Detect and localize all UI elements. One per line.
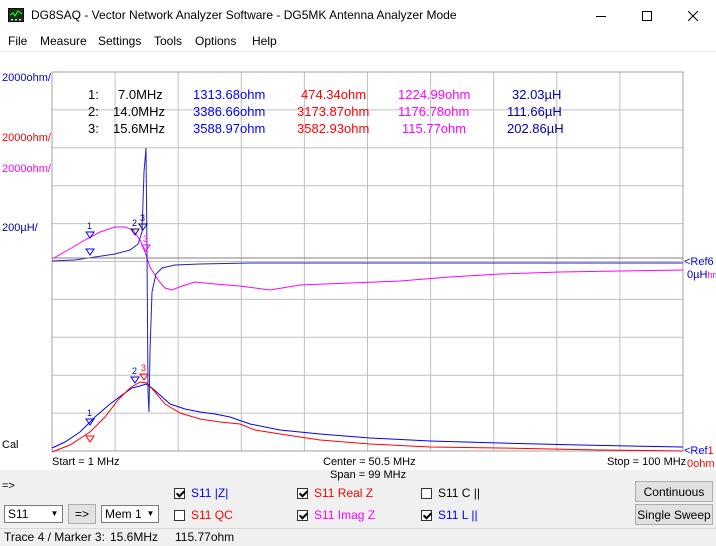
marker-number: 2 [132, 366, 137, 376]
plot-frame [51, 71, 684, 452]
marker-number: 2 [132, 218, 137, 228]
trace-toggle-qc[interactable]: S11 QC [174, 508, 233, 522]
scale-label-inductance: 200µH/ [2, 222, 38, 234]
trace-inductance [51, 147, 683, 413]
marker-3-l: 202.86µH [507, 121, 564, 136]
checkbox-icon [174, 509, 185, 521]
status-trace-marker: Trace 4 / Marker 3: [4, 530, 105, 544]
marker-triangle [141, 244, 151, 252]
marker-2-freq: 14.0MHz [113, 104, 166, 119]
close-icon [688, 10, 698, 21]
window-title: DG8SAQ - Vector Network Analyzer Softwar… [31, 8, 457, 22]
marker-2-imag: 1176.78ohm [398, 104, 470, 119]
marker-number: 3 [140, 213, 145, 223]
single-sweep-button[interactable]: Single Sweep [635, 504, 713, 525]
stop-freq: Stop = 100 MHz [607, 456, 687, 468]
marker-triangle [85, 231, 95, 239]
start-freq: Start = 1 MHz [52, 456, 120, 468]
marker-number: 1 [87, 408, 92, 418]
marker-1-imag: 1224.99ohm [398, 87, 471, 102]
checkbox-icon [297, 509, 308, 521]
menu-measure[interactable]: Measure [40, 34, 87, 48]
trace-toggle-c[interactable]: S11 C || [421, 486, 480, 500]
marker-3-freq: 15.6MHz [113, 121, 166, 136]
trace-real-z [51, 381, 684, 453]
menu-settings[interactable]: Settings [98, 34, 142, 48]
title-bar: DG8SAQ - Vector Network Analyzer Softwar… [0, 0, 716, 31]
checkbox-icon [421, 509, 432, 521]
marker-3-real: 3582.93ohm [297, 121, 370, 136]
marker-1-real: 474.34ohm [301, 87, 367, 102]
marker-triangle [130, 376, 140, 384]
span-freq: Span = 99 MHz [330, 469, 407, 481]
center-freq: Center = 50.5 MHz [323, 456, 416, 468]
ref-label-bottom: <Ref1 [684, 445, 714, 457]
scale-label-real: 2000ohm/ [2, 132, 51, 144]
menu-options[interactable]: Options [195, 34, 237, 48]
marker-2-real: 3173.87ohm [297, 104, 370, 119]
menu-help[interactable]: Help [252, 34, 277, 48]
close-button[interactable] [670, 0, 716, 31]
menu-file[interactable]: File [8, 34, 28, 48]
marker-triangle [139, 373, 149, 381]
chevron-down-icon: ▼ [146, 509, 155, 518]
menu-bar: File Measure Settings Tools Options Help [0, 31, 716, 52]
marker-number: 3 [141, 363, 146, 373]
minimize-button[interactable] [578, 0, 624, 31]
checkbox-icon [421, 487, 432, 499]
marker-1-freq: 7.0MHz [118, 87, 163, 102]
param-select[interactable]: S11 ▼ [4, 505, 63, 523]
status-value: 115.77ohm [175, 530, 235, 544]
chevron-down-icon: ▼ [50, 509, 59, 518]
minimize-icon [596, 15, 606, 17]
trace-toggle-z[interactable]: S11 |Z| [174, 486, 228, 500]
trace-toggle-imag[interactable]: S11 Imag Z [297, 508, 375, 522]
control-panel: => S11 |Z| S11 Real Z S11 C || S11 QC S1… [0, 470, 716, 530]
marker-number: 3 [143, 234, 148, 244]
marker-1-l: 32.03µH [512, 87, 562, 102]
trace-z-magnitude [51, 383, 684, 449]
marker-triangle [85, 435, 95, 443]
marker-1-number: 1: [88, 87, 99, 102]
marker-triangle [85, 248, 95, 256]
marker-3-imag: 115.77ohm [402, 121, 467, 136]
continuous-button[interactable]: Continuous [635, 481, 713, 502]
marker-1-z: 1313.68ohm [193, 87, 266, 102]
status-bar: Trace 4 / Marker 3: 15.6MHz 115.77ohm [0, 528, 716, 546]
scale-label-z: 2000ohm/ [2, 72, 51, 84]
ref-unit-bottom: 0ohm [687, 458, 715, 470]
cal-label: Cal [2, 439, 19, 451]
marker-glyphs: 1 2 312 33 [85, 213, 151, 443]
maximize-icon [642, 10, 652, 21]
mem-select[interactable]: Mem 1 ▼ [101, 505, 159, 523]
marker-3-z: 3588.97ohm [193, 121, 266, 136]
arrow-label: => [2, 480, 15, 492]
plot-svg: 1 2 312 33 [51, 71, 684, 453]
trace-toggle-l[interactable]: S11 L || [421, 508, 478, 522]
app-icon [8, 8, 24, 22]
marker-2-z: 3386.66ohm [193, 104, 266, 119]
marker-number: 1 [87, 221, 92, 231]
marker-triangle [85, 418, 95, 426]
trace-imag-z [51, 226, 684, 291]
maximize-button[interactable] [624, 0, 670, 31]
menu-tools[interactable]: Tools [154, 34, 183, 48]
trace-toggle-real[interactable]: S11 Real Z [297, 486, 373, 500]
checkbox-icon [297, 487, 308, 499]
ref-label-top: <Ref6 [684, 256, 714, 268]
marker-triangle [130, 228, 140, 236]
scale-label-imag: 2000ohm/ [2, 163, 51, 175]
ref-unit-top: 0µHhm [687, 269, 716, 281]
status-freq: 15.6MHz [110, 530, 159, 544]
checkbox-icon [174, 487, 185, 499]
marker-2-number: 2: [88, 104, 99, 119]
marker-triangle [138, 223, 148, 231]
copy-to-mem-button[interactable]: => [68, 504, 96, 524]
marker-3-number: 3: [88, 121, 99, 136]
plot-grid [51, 71, 684, 452]
marker-2-l: 111.66µH [507, 104, 562, 119]
